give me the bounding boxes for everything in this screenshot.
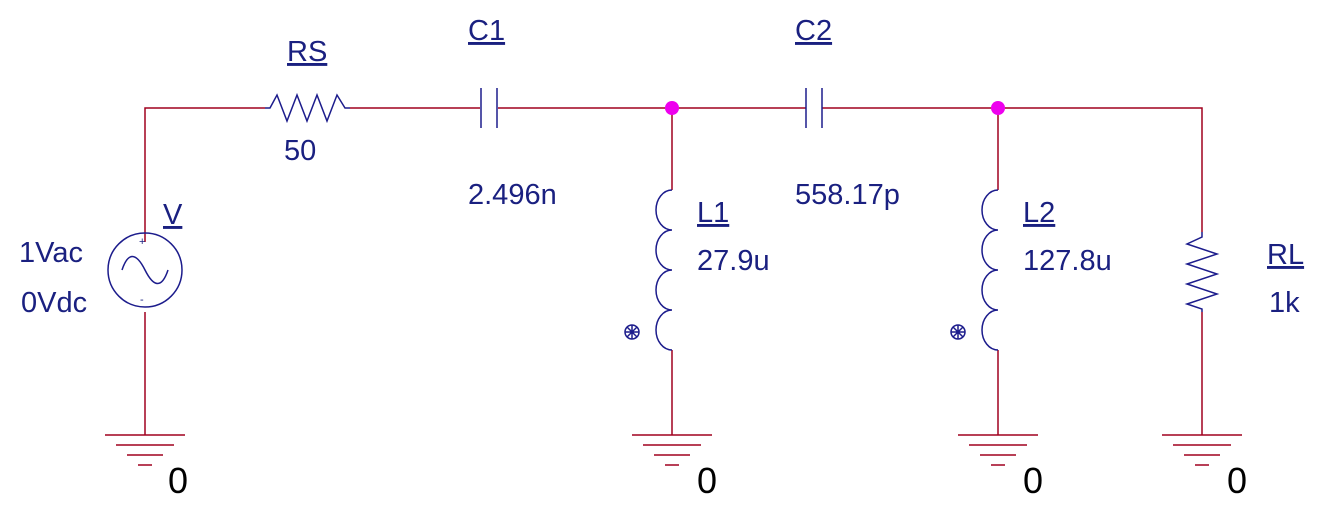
- voltage-source[interactable]: + - V 1Vac 0Vdc: [19, 199, 183, 319]
- rl-zigzag: [1184, 232, 1220, 312]
- l2-dot-icon: [950, 324, 966, 340]
- sine-icon: [121, 255, 169, 285]
- capacitor-c1[interactable]: C1 2.496n: [468, 15, 557, 211]
- junction-node2: [991, 101, 1005, 115]
- ground-rl: 0: [1162, 434, 1247, 501]
- rs-value: 50: [284, 135, 316, 167]
- rs-zigzag: [265, 92, 350, 124]
- l2-value: 127.8u: [1023, 245, 1112, 277]
- source-minus: -: [140, 294, 144, 306]
- ground-icon: [1162, 434, 1242, 466]
- rl-ref: RL: [1267, 239, 1304, 271]
- wire-c2-node2: [822, 107, 1203, 232]
- ground-l2: 0: [958, 434, 1043, 501]
- rl-value: 1k: [1269, 287, 1300, 319]
- source-dc-value: 0Vdc: [21, 287, 87, 319]
- wires: [144, 107, 1203, 435]
- capacitor-c2[interactable]: C2 558.17p: [795, 15, 900, 211]
- l2-ref: L2: [1023, 197, 1055, 229]
- ground-l1: 0: [632, 434, 717, 501]
- ground-label: 0: [1023, 460, 1043, 501]
- c1-ref: C1: [468, 15, 505, 47]
- resistor-rs[interactable]: RS 50: [265, 36, 350, 167]
- inductor-l2[interactable]: L2 127.8u: [950, 189, 1112, 351]
- ground-label: 0: [1227, 460, 1247, 501]
- ground-source: 0: [105, 434, 188, 501]
- l2-coil: [981, 189, 999, 351]
- l1-ref: L1: [697, 197, 729, 229]
- ground-icon: [632, 434, 712, 466]
- source-body: [107, 232, 183, 308]
- rs-ref: RS: [287, 36, 327, 68]
- resistor-rl[interactable]: RL 1k: [1184, 232, 1304, 319]
- junction-node1: [665, 101, 679, 115]
- inductor-l1[interactable]: L1 27.9u: [624, 189, 770, 351]
- c2-ref: C2: [795, 15, 832, 47]
- ground-icon: [958, 434, 1038, 466]
- c1-value: 2.496n: [468, 179, 557, 211]
- l1-coil: [655, 189, 673, 351]
- ground-label: 0: [168, 460, 188, 501]
- ground-icon: [105, 434, 185, 466]
- l1-value: 27.9u: [697, 245, 770, 277]
- source-ref: V: [163, 199, 183, 231]
- source-ac-value: 1Vac: [19, 237, 83, 269]
- c2-value: 558.17p: [795, 179, 900, 211]
- wire-source-top: [144, 107, 265, 242]
- ground-label: 0: [697, 460, 717, 501]
- source-plus: +: [139, 236, 145, 248]
- l1-dot-icon: [624, 324, 640, 340]
